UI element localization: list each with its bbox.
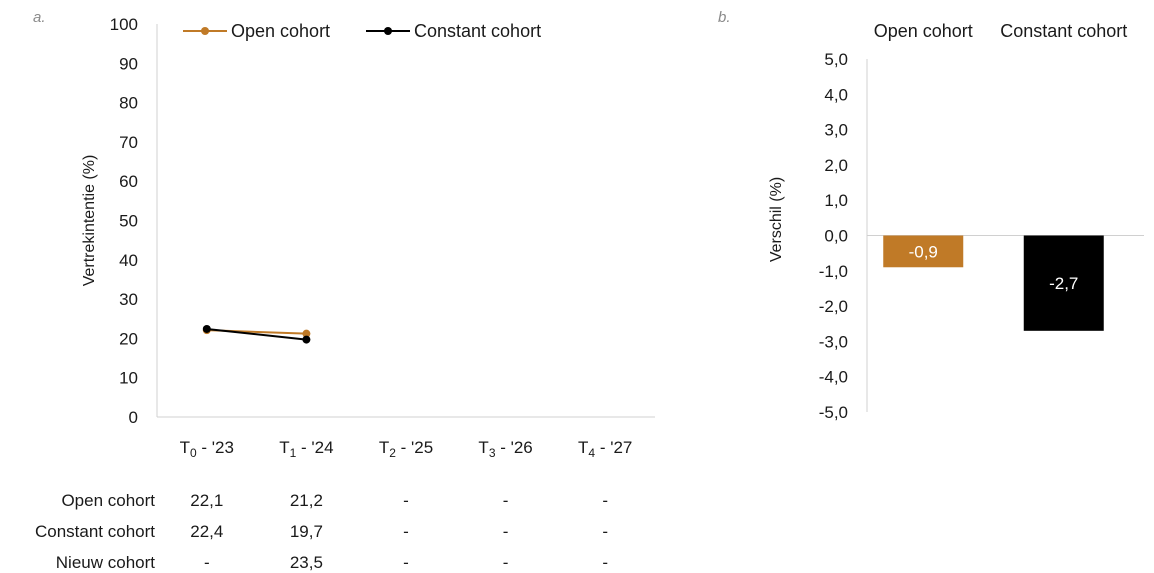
category-label: Constant cohort (1000, 21, 1127, 41)
table-cell: 19,7 (290, 522, 323, 541)
table-row-label: Constant cohort (35, 522, 155, 541)
y-tick-label: 10 (119, 369, 138, 388)
x-tick-label: T3 - '26 (478, 438, 532, 460)
y-tick-label: -5,0 (819, 403, 848, 422)
bar (1023, 235, 1104, 331)
y-tick-label: 80 (119, 94, 138, 113)
table-cell: - (403, 522, 409, 541)
panel-label-a: a. (33, 9, 46, 26)
y-tick-label: 0 (129, 408, 138, 427)
table-cell: 22,1 (190, 491, 223, 510)
y-tick-label: 20 (119, 329, 138, 348)
series-point-1 (302, 335, 311, 344)
series-line-1 (206, 327, 307, 341)
y-tick-label: 2,0 (824, 156, 848, 175)
chart-a: a. 0 10 20 30 40 50 60 70 80 90 100 Vertrekintentie … (33, 9, 655, 572)
table-cell: - (602, 522, 608, 541)
x-tick-label: T0 - '23 (180, 438, 234, 460)
series-point-0 (302, 329, 311, 338)
category-label: Open cohort (874, 21, 973, 41)
table-cell: 23,5 (290, 553, 323, 572)
x-tick-label: T2 - '25 (379, 438, 433, 460)
table-cell: - (602, 491, 608, 510)
table-row-label: Open cohort (61, 491, 155, 510)
table-cell: - (503, 553, 509, 572)
legend-label: Open cohort (231, 21, 330, 41)
y-tick-label: 100 (110, 15, 138, 34)
table-row-label: Nieuw cohort (56, 553, 155, 572)
bar-value-label: -2,7 (1049, 274, 1078, 293)
x-tick-label: T4 - '27 (578, 438, 632, 460)
y-tick-label: 30 (119, 290, 138, 309)
y-tick-label: 0,0 (824, 227, 848, 246)
table-cell: - (503, 522, 509, 541)
bar-value-label: -0,9 (909, 242, 938, 261)
y-tick-label: 4,0 (824, 85, 848, 104)
y-tick-label: 50 (119, 212, 138, 231)
legend-label: Constant cohort (414, 21, 541, 41)
bar (883, 235, 964, 268)
series-point-1 (202, 324, 211, 333)
table-cell: - (602, 553, 608, 572)
y-tick-label: -3,0 (819, 332, 848, 351)
table-cell: - (403, 553, 409, 572)
table-cell: - (503, 491, 509, 510)
y-tick-label: 40 (119, 251, 138, 270)
panel-label-b: b. (718, 9, 731, 26)
legend-swatch-marker (384, 27, 392, 35)
table-cell: - (204, 553, 210, 572)
x-tick-label: T1 - '24 (279, 438, 333, 460)
y-tick-label: 90 (119, 54, 138, 73)
y-tick-label: 1,0 (824, 191, 848, 210)
y-axis-title: Vertrekintentie (%) (81, 155, 98, 287)
y-tick-label: 5,0 (824, 50, 848, 69)
chart-b: b. 5,0 4,0 3,0 2,0 1,0 0,0 -1,0 -2,0 -3,0 -4,0 -5,0… (718, 9, 1144, 422)
y-tick-label: 3,0 (824, 121, 848, 140)
legend-swatch-marker (201, 27, 209, 35)
y-tick-label: -2,0 (819, 297, 848, 316)
y-tick-label: -1,0 (819, 262, 848, 281)
y-tick-label: 70 (119, 133, 138, 152)
y-axis-title: Verschil (%) (768, 177, 785, 262)
y-tick-label: -4,0 (819, 368, 848, 387)
table-cell: - (403, 491, 409, 510)
table-cell: 21,2 (290, 491, 323, 510)
table-cell: 22,4 (190, 522, 223, 541)
y-tick-label: 60 (119, 172, 138, 191)
